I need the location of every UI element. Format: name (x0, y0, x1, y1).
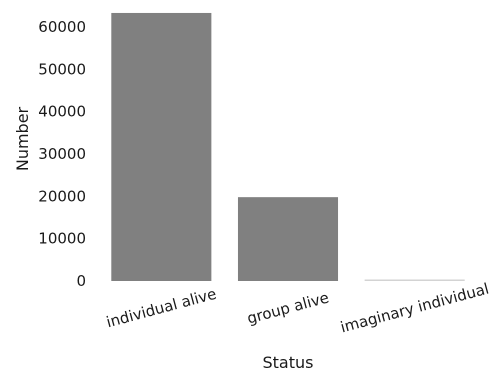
y-axis-title: Number (13, 106, 32, 171)
y-tick-label: 60000 (38, 18, 86, 36)
y-tick-label: 40000 (38, 103, 86, 121)
y-tick-label: 10000 (38, 230, 86, 248)
y-tick-label: 20000 (38, 187, 86, 205)
y-tick-label: 30000 (38, 145, 86, 163)
y-tick-label: 0 (76, 272, 86, 290)
x-axis-title: Status (263, 353, 314, 372)
bar (364, 279, 465, 281)
bar (237, 197, 339, 281)
x-axis-ticks: individual alive group alive imaginary ind… (104, 280, 491, 337)
bar (111, 12, 212, 282)
x-tick-label: imaginary individual (338, 280, 490, 337)
x-tick-label: group alive (245, 288, 331, 327)
y-axis-ticks: 0 10000 20000 30000 40000 50000 60000 (38, 18, 86, 290)
y-tick-label: 50000 (38, 60, 86, 78)
bars (111, 12, 465, 282)
x-tick-label: individual alive (104, 285, 218, 332)
